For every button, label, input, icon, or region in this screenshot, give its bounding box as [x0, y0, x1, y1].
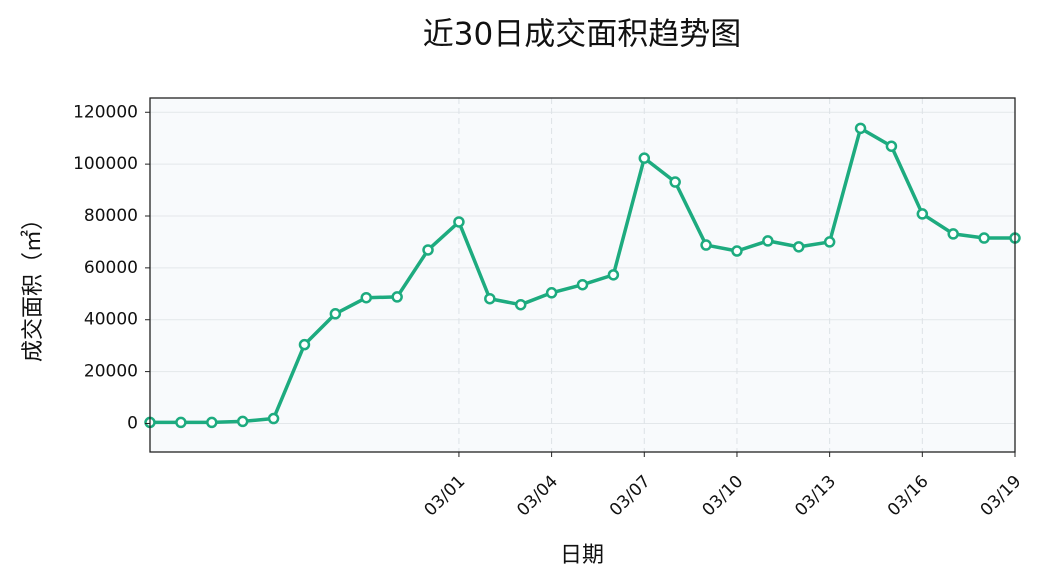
x-tick-label: 03/13 — [791, 472, 840, 521]
plot-area — [150, 98, 1015, 452]
y-tick-label: 40000 — [84, 310, 138, 330]
point — [885, 140, 898, 152]
point — [329, 308, 342, 320]
point — [638, 152, 651, 164]
y-tick-label: 0 — [127, 413, 138, 433]
x-tick-label: 03/04 — [513, 472, 562, 521]
point — [576, 278, 589, 291]
point — [514, 298, 527, 311]
point — [793, 241, 805, 253]
point — [607, 269, 620, 281]
point — [823, 236, 836, 248]
point — [236, 415, 249, 428]
y-tick-label: 100000 — [73, 154, 138, 174]
x-tick-label: 03/19 — [977, 472, 1026, 521]
x-axis-label: 日期 — [560, 543, 604, 568]
x-tick-label: 03/07 — [606, 472, 655, 521]
y-axis-label: 成交面积（㎡） — [20, 208, 46, 362]
point — [422, 244, 434, 256]
point — [916, 208, 929, 220]
point — [453, 216, 465, 228]
plot-frame — [149, 97, 1016, 453]
point — [267, 412, 280, 425]
point — [854, 122, 867, 135]
y-tick-label: 20000 — [84, 362, 138, 382]
point — [391, 291, 403, 303]
x-tick-label: 03/01 — [421, 472, 470, 521]
point — [762, 235, 774, 247]
point — [978, 232, 990, 244]
chart-title: 近30日成交面积趋势图 — [423, 17, 741, 53]
x-tick-label: 03/16 — [884, 472, 933, 521]
point — [298, 338, 311, 351]
marks — [144, 122, 1021, 429]
point — [484, 292, 496, 305]
y-tick-label: 60000 — [84, 258, 138, 278]
x-tick-label: 03/10 — [699, 472, 748, 521]
point — [206, 416, 218, 429]
y-tick-label: 120000 — [73, 102, 138, 122]
y-tick-label: 80000 — [84, 206, 138, 226]
point — [947, 228, 959, 240]
point — [700, 239, 712, 251]
point — [669, 176, 681, 188]
point — [175, 416, 187, 429]
point — [360, 291, 372, 304]
point — [545, 287, 558, 299]
point — [731, 245, 743, 257]
